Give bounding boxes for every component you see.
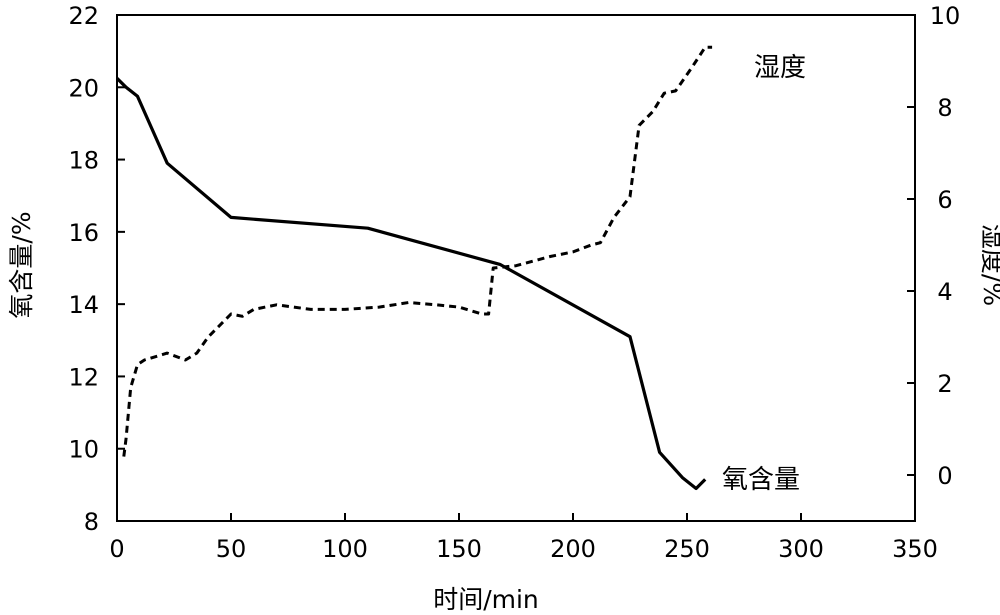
right-y-tick-label: 2 xyxy=(937,370,952,398)
right-y-tick-label: 8 xyxy=(937,94,952,122)
oxygen-series-label: 氧含量 xyxy=(722,465,800,495)
plot-frame xyxy=(116,14,916,522)
left-y-tick-label: 10 xyxy=(68,436,99,464)
x-tick-label: 200 xyxy=(550,535,596,563)
x-tick-label: 250 xyxy=(664,535,710,563)
x-tick-label: 100 xyxy=(322,535,368,563)
humidity-series-line xyxy=(122,45,713,457)
left-y-tick-label: 16 xyxy=(68,219,99,247)
x-tick-label: 350 xyxy=(892,535,938,563)
right-y-tick-label: 0 xyxy=(937,462,952,490)
left-y-axis-title: 氧含量/% xyxy=(7,211,36,318)
x-tick-label: 150 xyxy=(436,535,482,563)
humidity-series-label: 湿度 xyxy=(754,53,806,83)
left-y-tick-label: 20 xyxy=(68,74,99,102)
x-tick-label: 300 xyxy=(778,535,824,563)
oxygen-series-line xyxy=(115,77,707,491)
left-y-tick-label: 8 xyxy=(84,508,99,536)
right-y-tick-label: 10 xyxy=(930,2,961,30)
x-tick-label: 0 xyxy=(109,535,124,563)
left-y-tick-label: 22 xyxy=(68,2,99,30)
right-y-tick-label: 6 xyxy=(937,186,952,214)
right-y-axis-title: 湿度/% xyxy=(978,224,1000,306)
axis-ticks: 0 50 100 150 200 250 300 350 8 10 12 14 16 18 20 22 0 2 4 6… xyxy=(68,2,960,563)
x-axis-title: 时间/min xyxy=(433,585,539,614)
series-layer xyxy=(115,45,713,491)
right-y-tick-label: 4 xyxy=(937,278,952,306)
x-tick-label: 50 xyxy=(216,535,247,563)
left-y-tick-label: 12 xyxy=(68,363,99,391)
left-y-tick-label: 18 xyxy=(68,147,99,175)
left-y-tick-label: 14 xyxy=(68,291,99,319)
